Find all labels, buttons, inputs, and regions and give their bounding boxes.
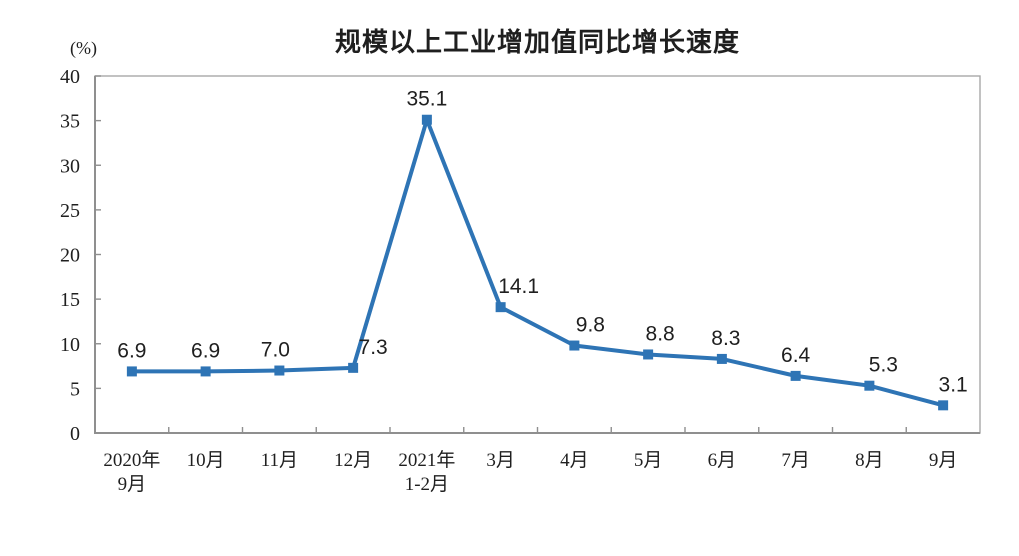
chart-title: 规模以上工业增加值同比增长速度 [334, 27, 740, 57]
plot-border [94, 75, 981, 434]
x-axis-label: 9月 [929, 450, 958, 471]
data-point-marker [716, 353, 727, 364]
y-axis-label: 15 [60, 289, 80, 311]
y-axis-label: 0 [70, 423, 80, 445]
data-point-marker [938, 400, 949, 411]
y-axis-unit-label: (%) [70, 38, 97, 58]
data-point-marker [200, 366, 211, 377]
data-point-label: 8.8 [646, 322, 675, 345]
data-point-label: 9.8 [576, 314, 605, 337]
data-point-marker [421, 114, 432, 125]
line-series [129, 117, 946, 408]
x-axis-label: 8月 [855, 450, 884, 471]
data-point-label: 6.4 [781, 344, 811, 367]
data-point-label: 5.3 [869, 354, 898, 377]
data-point-marker [569, 340, 580, 351]
data-point-label: 7.0 [261, 339, 290, 362]
data-point-marker [790, 370, 801, 381]
y-axis-label: 20 [60, 245, 80, 267]
x-axis-label: 9月 [118, 474, 147, 495]
x-axis-label: 2021年 [398, 449, 455, 471]
data-point-label: 7.3 [359, 336, 388, 359]
y-axis-label: 35 [60, 111, 80, 133]
x-axis-label: 3月 [486, 450, 515, 471]
y-axis-label: 25 [60, 200, 80, 222]
x-axis-label: 7月 [781, 450, 810, 471]
data-point-marker [643, 349, 654, 360]
x-axis-label: 6月 [708, 450, 737, 471]
y-axis-label: 30 [60, 155, 80, 177]
x-axis-label: 10月 [187, 450, 225, 471]
data-point-label: 3.1 [939, 373, 968, 396]
x-axis-label: 2020年 [103, 449, 160, 471]
data-point-label: 8.3 [711, 327, 740, 350]
data-point-marker [348, 362, 359, 373]
x-axis-label: 12月 [334, 450, 372, 471]
x-axis-label: 5月 [634, 450, 663, 471]
x-axis-label: 4月 [560, 450, 589, 471]
data-point-marker [274, 365, 285, 376]
data-point-marker [864, 380, 875, 391]
y-axis-label: 5 [70, 378, 80, 400]
x-axis-label: 11月 [261, 450, 298, 471]
y-axis-label: 40 [60, 66, 80, 88]
data-point-marker [126, 366, 137, 377]
data-point-label: 6.9 [191, 339, 220, 362]
y-axis-label: 10 [60, 334, 80, 356]
x-axis-label: 1-2月 [405, 474, 449, 495]
data-point-label: 14.1 [498, 275, 539, 298]
data-point-label: 6.9 [117, 339, 146, 362]
data-point-marker [495, 302, 506, 313]
data-point-label: 35.1 [406, 88, 447, 111]
